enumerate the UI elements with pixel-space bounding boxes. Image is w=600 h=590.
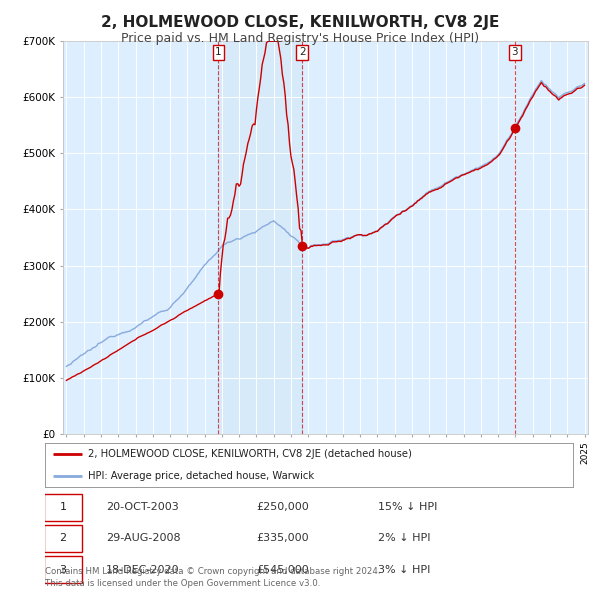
Text: £545,000: £545,000	[256, 565, 309, 575]
Text: 2, HOLMEWOOD CLOSE, KENILWORTH, CV8 2JE: 2, HOLMEWOOD CLOSE, KENILWORTH, CV8 2JE	[101, 15, 499, 30]
Text: 1: 1	[215, 47, 222, 57]
Text: 29-AUG-2008: 29-AUG-2008	[106, 533, 181, 543]
Bar	[302, 41, 515, 434]
Text: 15% ↓ HPI: 15% ↓ HPI	[377, 502, 437, 512]
Text: 2, HOLMEWOOD CLOSE, KENILWORTH, CV8 2JE (detached house): 2, HOLMEWOOD CLOSE, KENILWORTH, CV8 2JE …	[88, 450, 412, 460]
Text: 3: 3	[59, 565, 67, 575]
FancyBboxPatch shape	[44, 525, 82, 552]
FancyBboxPatch shape	[44, 556, 82, 583]
Bar	[515, 41, 584, 434]
Text: 20-OCT-2003: 20-OCT-2003	[106, 502, 178, 512]
Text: 2: 2	[59, 533, 67, 543]
Bar	[218, 41, 302, 434]
Text: 1: 1	[59, 502, 67, 512]
Text: 3: 3	[511, 47, 518, 57]
Text: 3% ↓ HPI: 3% ↓ HPI	[377, 565, 430, 575]
Text: Price paid vs. HM Land Registry's House Price Index (HPI): Price paid vs. HM Land Registry's House …	[121, 32, 479, 45]
Text: HPI: Average price, detached house, Warwick: HPI: Average price, detached house, Warw…	[88, 471, 314, 481]
Text: £250,000: £250,000	[256, 502, 309, 512]
Bar	[218, 41, 302, 434]
Text: £335,000: £335,000	[256, 533, 309, 543]
Text: Contains HM Land Registry data © Crown copyright and database right 2024.
This d: Contains HM Land Registry data © Crown c…	[45, 568, 380, 588]
Text: 2: 2	[299, 47, 305, 57]
FancyBboxPatch shape	[44, 494, 82, 521]
Text: 2% ↓ HPI: 2% ↓ HPI	[377, 533, 430, 543]
Text: 18-DEC-2020: 18-DEC-2020	[106, 565, 179, 575]
